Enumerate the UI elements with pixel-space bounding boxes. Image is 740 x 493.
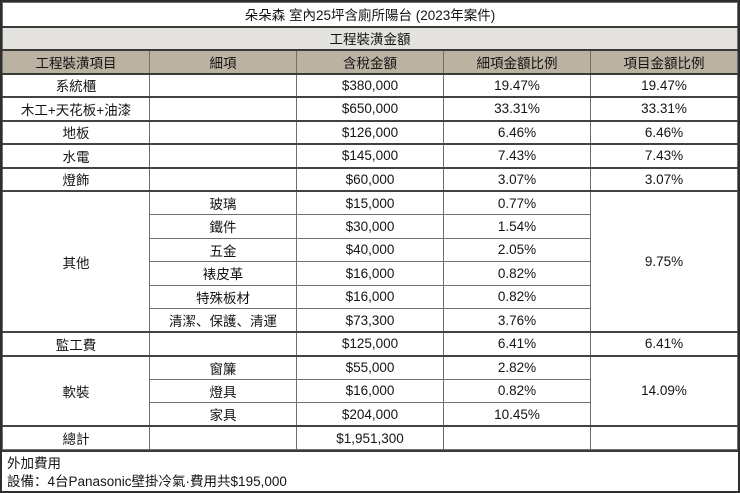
subitem-cell: 清潔、保護、清運 bbox=[149, 308, 297, 333]
table-row: 燈飾 $60,000 3.07% 3.07% bbox=[2, 166, 738, 192]
subitem-cell: 窗簾 bbox=[149, 354, 297, 380]
table-row: 家具 $204,000 10.45% bbox=[3, 402, 738, 427]
section-header: 工程裝潢金額 bbox=[2, 26, 738, 51]
table-row: 監工費 $125,000 6.41% 6.41% bbox=[2, 331, 738, 356]
column-header-item-pct: 項目金額比例 bbox=[590, 49, 738, 75]
item-cell: 監工費 bbox=[2, 331, 150, 356]
table-row: 燈具 $16,000 0.82% bbox=[3, 378, 738, 403]
column-header-row: 工程裝潢項目 細項 含稅金額 細項金額比例 項目金額比例 bbox=[2, 49, 738, 75]
subitem-cell: 燈具 bbox=[149, 378, 297, 403]
subitem-cell bbox=[149, 166, 297, 192]
subitem-cell bbox=[149, 119, 297, 145]
item-pct-cell: 33.31% bbox=[590, 96, 738, 121]
amount-cell: $55,000 bbox=[296, 354, 444, 380]
amount-cell: $125,000 bbox=[296, 331, 444, 356]
amount-cell: $16,000 bbox=[296, 261, 444, 286]
column-header-item: 工程裝潢項目 bbox=[2, 49, 150, 75]
amount-cell: $650,000 bbox=[296, 96, 444, 121]
subitem-cell: 特殊板材 bbox=[149, 284, 297, 309]
item-cell: 系統櫃 bbox=[2, 72, 150, 98]
column-header-subitem: 細項 bbox=[149, 49, 297, 75]
item-cell: 軟裝 bbox=[2, 354, 150, 427]
table-row: 清潔、保護、清運 $73,300 3.76% bbox=[3, 308, 738, 333]
subitem-pct-cell: 1.54% bbox=[443, 214, 591, 239]
amount-cell: $380,000 bbox=[296, 72, 444, 98]
subitem-cell bbox=[149, 96, 297, 121]
amount-cell: $30,000 bbox=[296, 214, 444, 239]
amount-cell: $1,951,300 bbox=[296, 425, 444, 450]
subitem-pct-cell: 0.82% bbox=[443, 284, 591, 309]
page-title: 朵朵森 室內25坪含廁所陽台 (2023年案件) bbox=[2, 2, 738, 28]
subitem-pct-cell: 2.05% bbox=[443, 237, 591, 262]
item-cell: 水電 bbox=[2, 143, 150, 168]
section-header-row: 工程裝潢金額 bbox=[2, 26, 738, 51]
subitem-pct-cell: 6.46% bbox=[443, 119, 591, 145]
subitem-pct-cell: 0.82% bbox=[443, 261, 591, 286]
table-row: 特殊板材 $16,000 0.82% bbox=[3, 284, 738, 309]
table-row: 水電 $145,000 7.43% 7.43% bbox=[2, 143, 738, 168]
amount-cell: $73,300 bbox=[296, 308, 444, 333]
footer-equipment-note: 設備：4台Panasonic壁掛冷氣·費用共$195,000 bbox=[7, 474, 287, 489]
column-header-amount: 含稅金額 bbox=[296, 49, 444, 75]
subitem-cell: 鐵件 bbox=[149, 214, 297, 239]
table-row: 系統櫃 $380,000 19.47% 19.47% bbox=[2, 72, 738, 98]
item-pct-cell: 19.47% bbox=[590, 72, 738, 98]
item-pct-cell bbox=[590, 425, 738, 450]
subitem-pct-cell: 3.76% bbox=[443, 308, 591, 333]
subitem-cell: 裱皮革 bbox=[149, 261, 297, 286]
subitem-pct-cell: 0.77% bbox=[443, 190, 591, 215]
amount-cell: $40,000 bbox=[296, 237, 444, 262]
item-pct-cell: 7.43% bbox=[590, 143, 738, 168]
subitem-cell: 玻璃 bbox=[149, 190, 297, 215]
subitem-cell bbox=[149, 143, 297, 168]
subitem-pct-cell bbox=[443, 425, 591, 450]
table-row: 五金 $40,000 2.05% bbox=[3, 237, 738, 262]
item-pct-cell: 9.75% bbox=[590, 190, 738, 333]
item-pct-cell: 6.46% bbox=[590, 119, 738, 145]
footer-extra-cost-label: 外加費用 bbox=[7, 456, 61, 471]
amount-cell: $60,000 bbox=[296, 166, 444, 192]
item-cell: 燈飾 bbox=[2, 166, 150, 192]
amount-cell: $145,000 bbox=[296, 143, 444, 168]
table-row: 總計 $1,951,300 bbox=[2, 425, 738, 450]
subitem-pct-cell: 33.31% bbox=[443, 96, 591, 121]
subitem-pct-cell: 2.82% bbox=[443, 354, 591, 380]
subitem-cell bbox=[149, 72, 297, 98]
title-row: 朵朵森 室內25坪含廁所陽台 (2023年案件) bbox=[2, 2, 738, 28]
item-pct-cell: 14.09% bbox=[590, 354, 738, 427]
amount-cell: $15,000 bbox=[296, 190, 444, 215]
table-body: 系統櫃 $380,000 19.47% 19.47% 木工+天花板+油漆 $650,000… bbox=[2, 72, 738, 450]
subitem-pct-cell: 7.43% bbox=[443, 143, 591, 168]
table-row: 裱皮革 $16,000 0.82% bbox=[3, 261, 738, 286]
subitem-cell: 家具 bbox=[149, 402, 297, 427]
item-pct-cell: 6.41% bbox=[590, 331, 738, 356]
table-row: 軟裝 窗簾 $55,000 2.82% 14.09% bbox=[2, 354, 738, 427]
item-cell: 其他 bbox=[2, 190, 150, 333]
amount-cell: $204,000 bbox=[296, 402, 444, 427]
amount-cell: $126,000 bbox=[296, 119, 444, 145]
table-row: 鐵件 $30,000 1.54% bbox=[3, 214, 738, 239]
cost-table: 朵朵森 室內25坪含廁所陽台 (2023年案件) 工程裝潢金額 工程裝潢項目 細… bbox=[2, 2, 738, 450]
subitem-pct-cell: 3.07% bbox=[443, 166, 591, 192]
subitem-cell bbox=[149, 331, 297, 356]
item-cell: 地板 bbox=[2, 119, 150, 145]
subitem-pct-cell: 19.47% bbox=[443, 72, 591, 98]
subitem-pct-cell: 0.82% bbox=[443, 378, 591, 403]
subitem-pct-cell: 6.41% bbox=[443, 331, 591, 356]
amount-cell: $16,000 bbox=[296, 378, 444, 403]
table-row: 其他 玻璃 $15,000 0.77% 9.75% bbox=[2, 190, 738, 333]
subitem-cell bbox=[149, 425, 297, 450]
item-cell: 總計 bbox=[2, 425, 150, 450]
footer-note: 外加費用 設備：4台Panasonic壁掛冷氣·費用共$195,000 bbox=[2, 450, 738, 491]
column-header-subitem-pct: 細項金額比例 bbox=[443, 49, 591, 75]
item-cell: 木工+天花板+油漆 bbox=[2, 96, 150, 121]
table-row: 木工+天花板+油漆 $650,000 33.31% 33.31% bbox=[2, 96, 738, 121]
amount-cell: $16,000 bbox=[296, 284, 444, 309]
subitem-cell: 五金 bbox=[149, 237, 297, 262]
item-pct-cell: 3.07% bbox=[590, 166, 738, 192]
subitem-pct-cell: 10.45% bbox=[443, 402, 591, 427]
table-row: 地板 $126,000 6.46% 6.46% bbox=[2, 119, 738, 145]
